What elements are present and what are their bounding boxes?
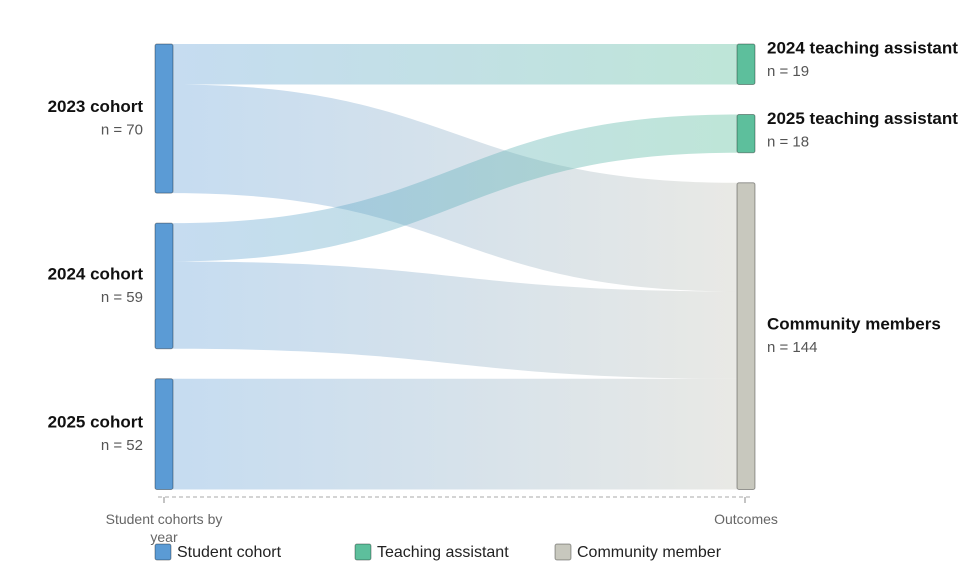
node-label: 2024 cohort bbox=[48, 264, 144, 283]
node-value-label: n = 144 bbox=[767, 339, 817, 356]
legend-label: Student cohort bbox=[177, 544, 282, 561]
link bbox=[173, 378, 737, 490]
legend-swatch bbox=[154, 543, 172, 561]
right-axis-label: Outcomes bbox=[714, 511, 778, 527]
legend-label: Community member bbox=[577, 544, 722, 561]
node-value-label: n = 52 bbox=[101, 437, 143, 454]
legend-swatch bbox=[554, 543, 572, 561]
legend-label: Teaching assistant bbox=[377, 544, 509, 561]
node bbox=[736, 182, 756, 491]
node-value-label: n = 18 bbox=[767, 133, 809, 150]
node-label: 2023 cohort bbox=[48, 97, 144, 116]
node bbox=[154, 378, 174, 491]
node bbox=[736, 113, 756, 154]
link bbox=[173, 114, 737, 262]
node bbox=[154, 222, 174, 350]
node-label: 2024 teaching assistant bbox=[767, 38, 958, 57]
node-value-label: n = 59 bbox=[101, 289, 143, 306]
node-value-label: n = 19 bbox=[767, 63, 809, 80]
node-label: Community members bbox=[767, 315, 941, 334]
node-label: 2025 cohort bbox=[48, 413, 144, 432]
legend-swatch bbox=[354, 543, 372, 561]
node-value-label: n = 70 bbox=[101, 122, 143, 139]
node-label: 2025 teaching assistant bbox=[767, 109, 958, 128]
node bbox=[736, 43, 756, 85]
left-axis-label: Student cohorts by year bbox=[105, 511, 223, 545]
link bbox=[173, 44, 737, 85]
node bbox=[154, 43, 174, 194]
link bbox=[173, 261, 737, 379]
